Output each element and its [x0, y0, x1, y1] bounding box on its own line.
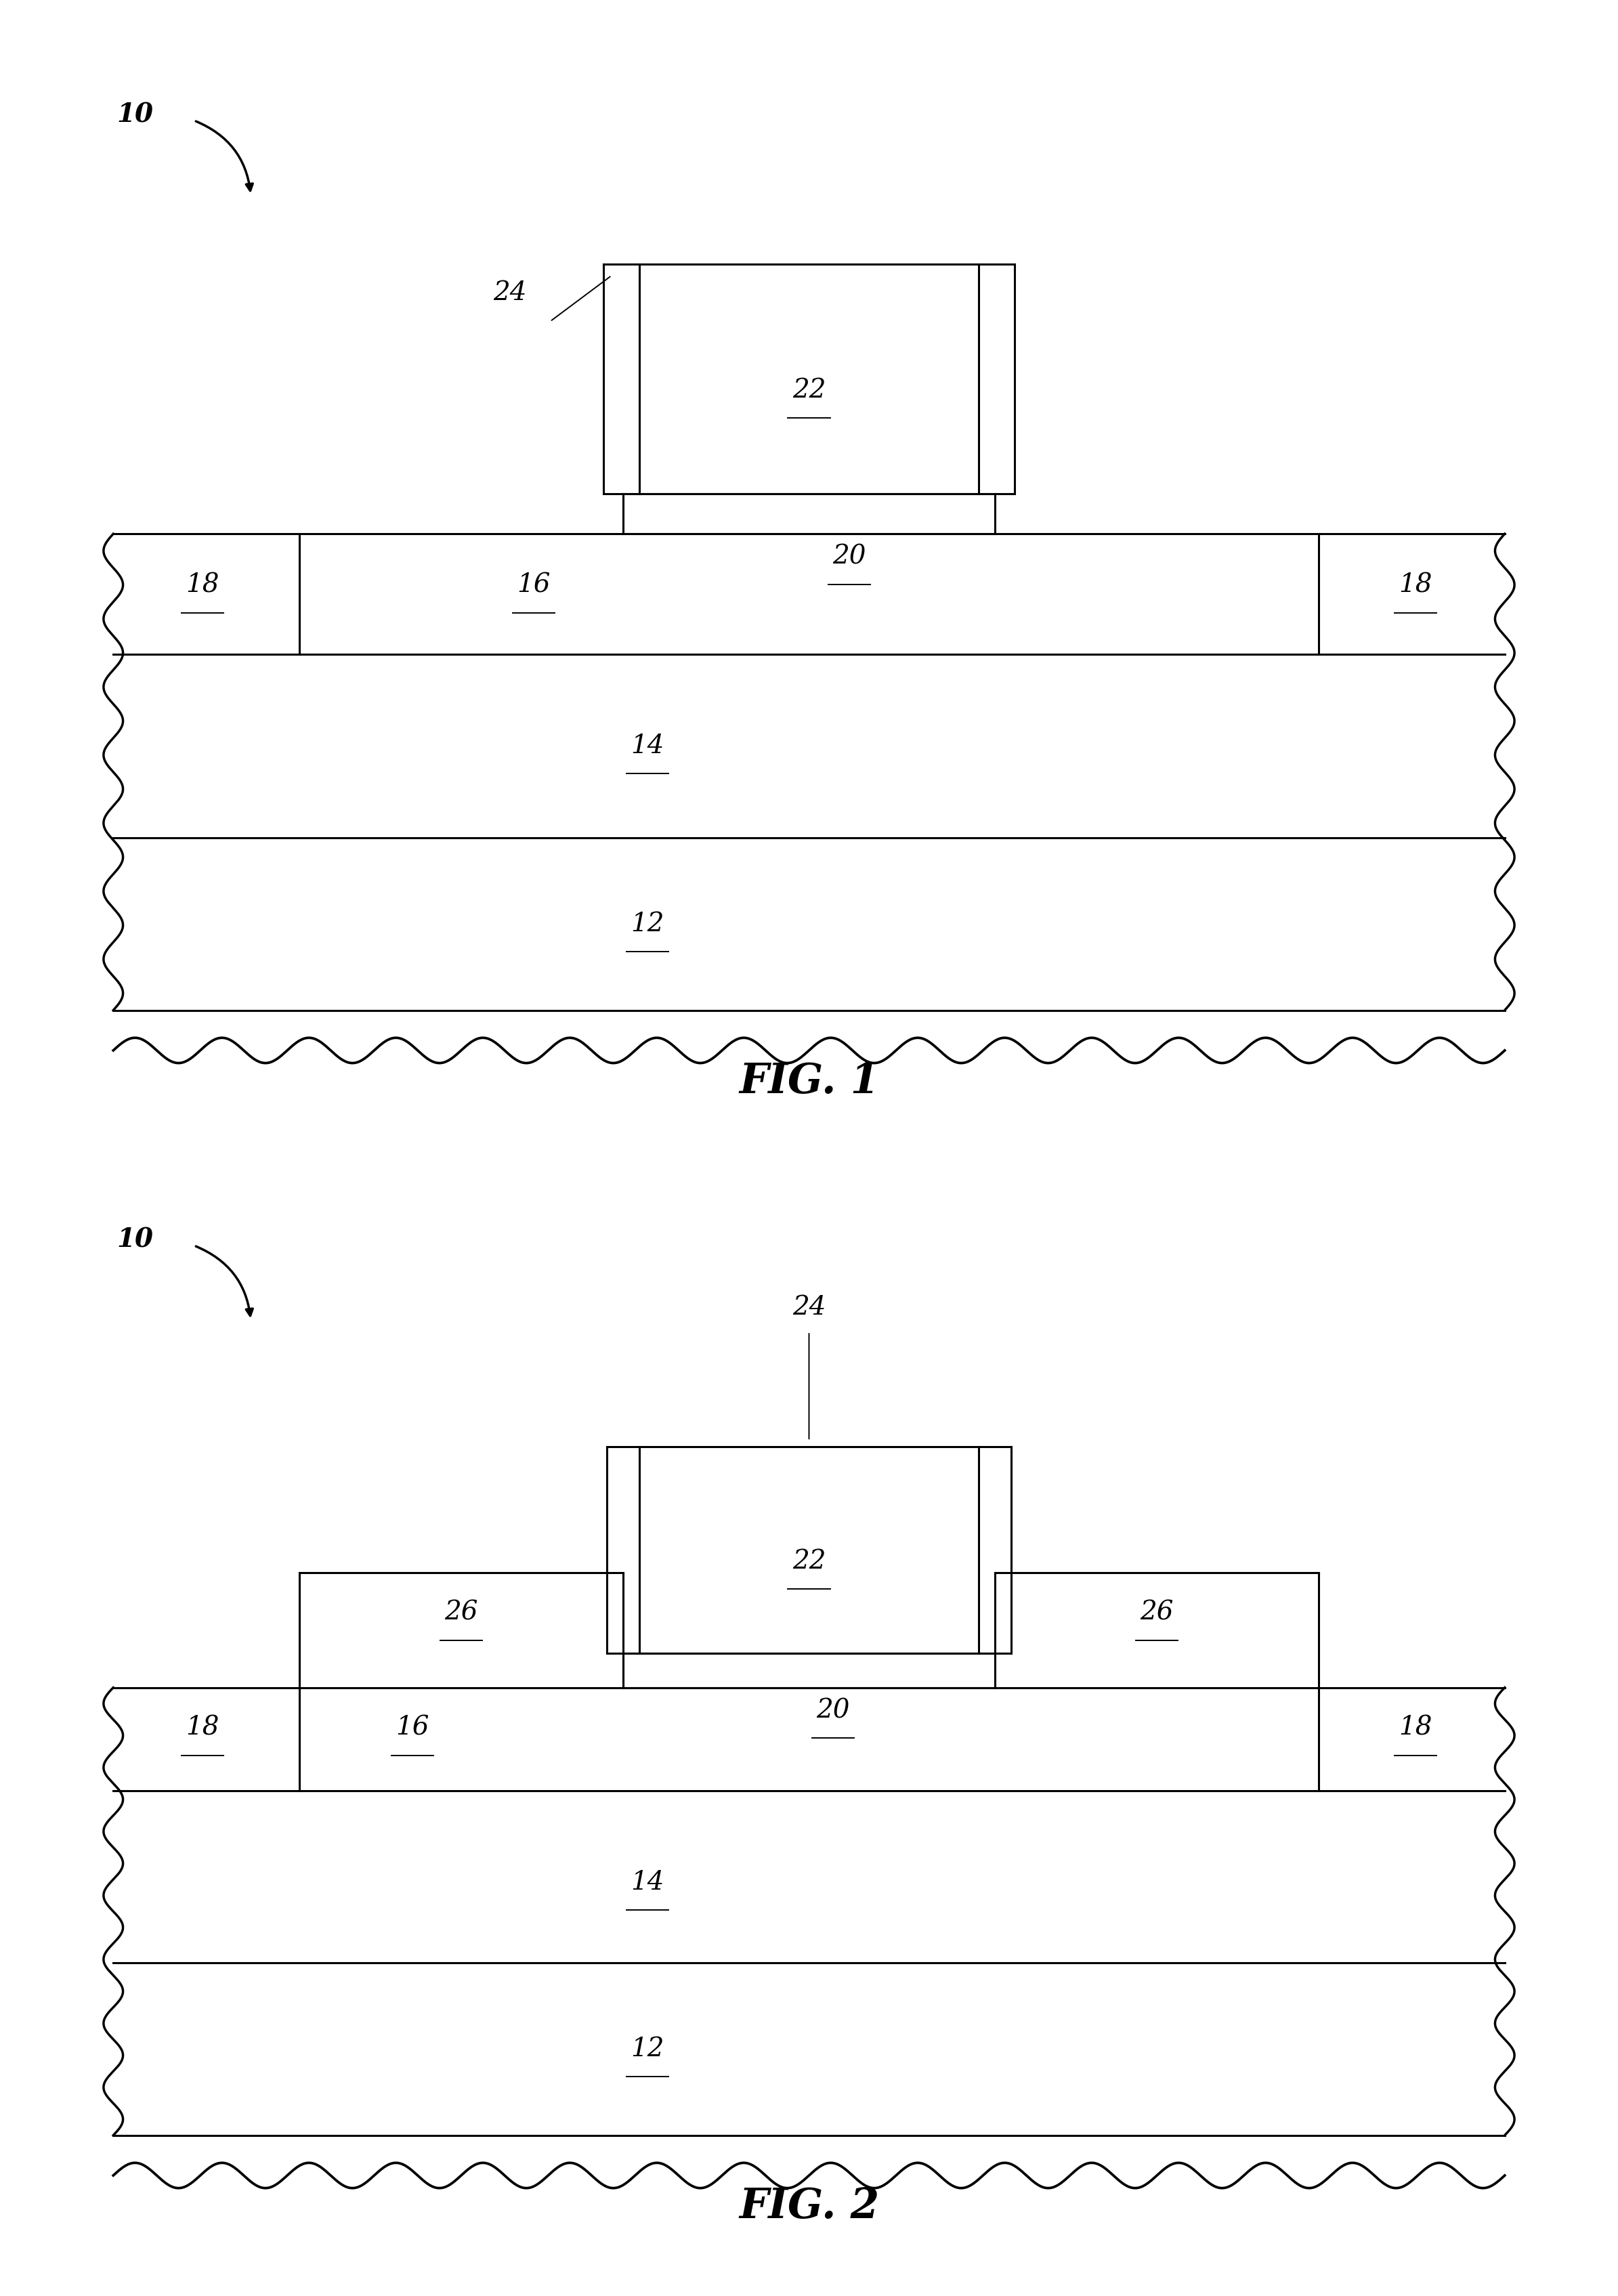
- Text: 16: 16: [396, 1715, 429, 1740]
- Text: 14: 14: [631, 735, 663, 758]
- Text: 24: 24: [493, 280, 526, 305]
- Text: 26: 26: [445, 1600, 477, 1626]
- Text: 26: 26: [1141, 1600, 1173, 1626]
- Text: 18: 18: [186, 1715, 218, 1740]
- Text: 18: 18: [1400, 1715, 1432, 1740]
- Text: 22: 22: [793, 1550, 825, 1573]
- Text: 20: 20: [833, 544, 866, 569]
- Text: 22: 22: [793, 379, 825, 402]
- Text: 18: 18: [1400, 574, 1432, 597]
- Text: 16: 16: [518, 574, 550, 597]
- Text: 18: 18: [186, 574, 218, 597]
- Text: 12: 12: [631, 912, 663, 937]
- Text: FIG. 1: FIG. 1: [739, 1061, 879, 1102]
- Text: 14: 14: [631, 1871, 663, 1894]
- Text: 24: 24: [793, 1295, 825, 1320]
- Text: 12: 12: [631, 2037, 663, 2062]
- Text: 10: 10: [116, 1226, 154, 1254]
- Text: 20: 20: [817, 1699, 849, 1722]
- Text: 10: 10: [116, 101, 154, 129]
- Text: FIG. 2: FIG. 2: [739, 2186, 879, 2227]
